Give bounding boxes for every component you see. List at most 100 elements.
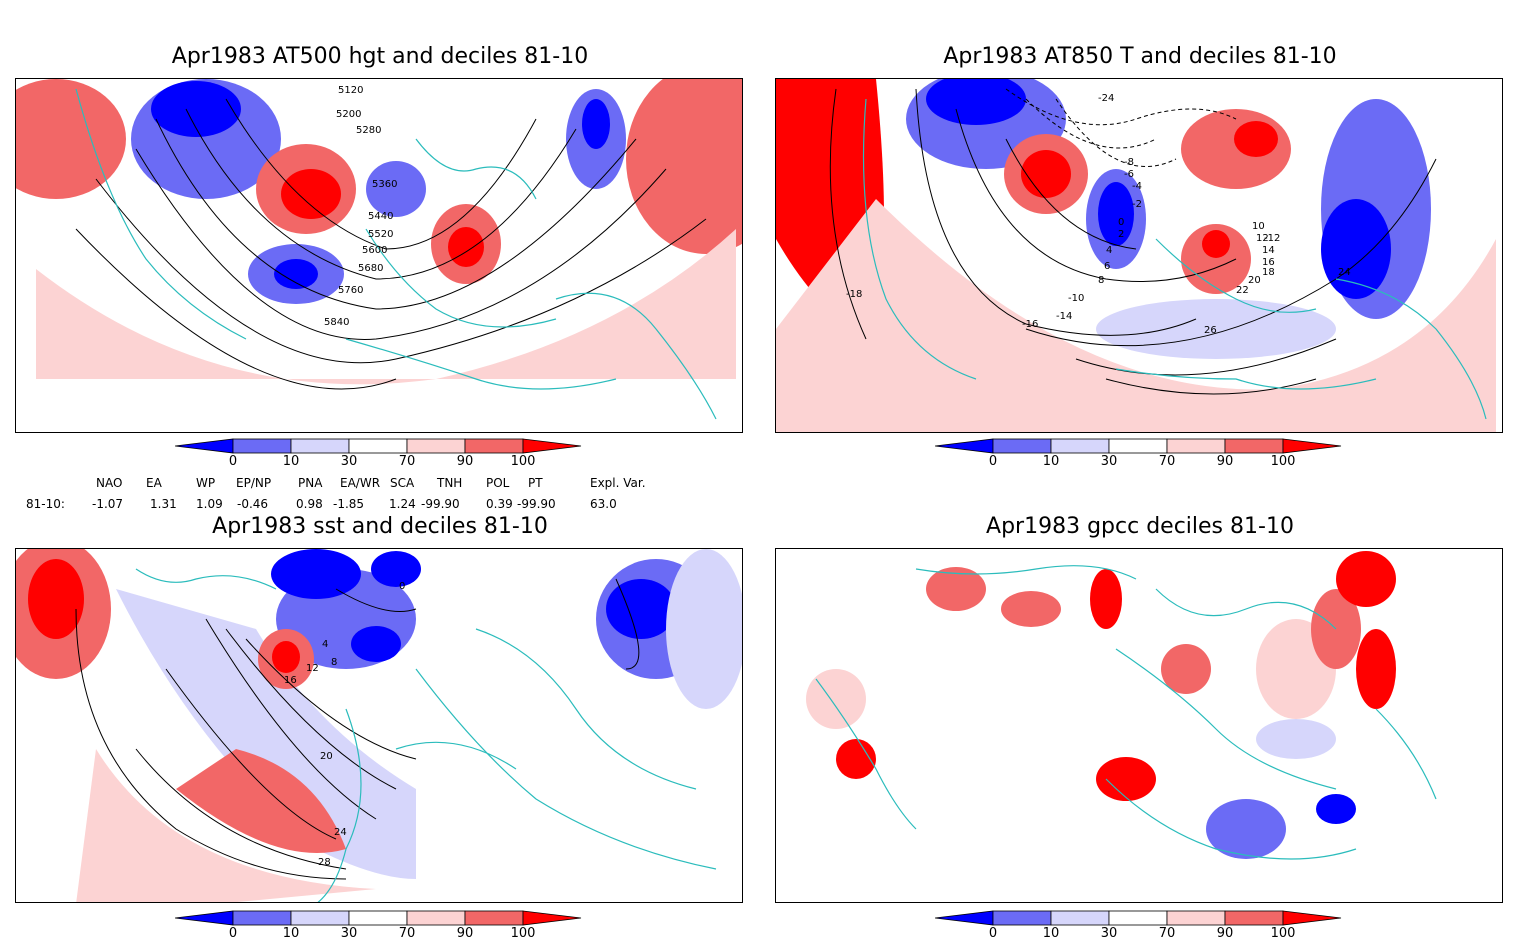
colorbar-segment [348,438,408,454]
contour-label: -16 [1022,319,1038,330]
colorbar-segment [992,438,1052,454]
teleconnection-value-ea: 1.31 [150,497,177,511]
colorbar-segment [1224,438,1284,454]
teleconnection-value-wp: 1.09 [196,497,223,511]
colorbar-segment [1166,910,1226,926]
contour-label: 8 [331,657,337,668]
colorbar-tick-label: 90 [456,926,474,941]
contour-label: 0 [1118,217,1124,228]
map-svg-sst: 0 4 8 12 16 20 24 28 [16,549,742,902]
colorbar-tick-label: 10 [282,454,300,469]
panel-title-hgt: Apr1983 AT500 hgt and deciles 81-10 [171,44,589,69]
colorbar-tick-label: 90 [1216,926,1234,941]
contour-label: 5120 [338,85,363,96]
colorbar-segment [464,910,524,926]
colorbar-sst: 0 10 30 70 90 100 [175,910,595,944]
contour-label: -24 [1098,93,1114,104]
contour-label: -12 [1264,233,1280,244]
colorbar-segment [522,910,582,926]
contour-label: 16 [284,675,297,686]
colorbar-svg [935,438,1342,454]
colorbar-segment [935,910,994,926]
colorbar-segment [232,910,292,926]
contour-label: -10 [1068,293,1084,304]
contour-label: 4 [322,639,328,650]
colorbar-segment [1108,910,1168,926]
teleconnection-header-pna: PNA [298,476,323,490]
teleconnection-header-nao: NAO [96,476,123,490]
teleconnection-value-pt: -99.90 [517,497,556,511]
contour-label: 24 [334,827,347,838]
contour-label: 16 [1262,257,1275,268]
contour-label: 24 [1338,267,1351,278]
colorbar-svg [175,910,582,926]
colorbar-svg [935,910,1342,926]
contour-label: -14 [1056,311,1072,322]
contour-label: -2 [1132,199,1142,210]
teleconnection-header-epnp: EP/NP [236,476,272,490]
colorbar-tick-label: 100 [510,454,536,469]
colorbar-segment [1282,910,1342,926]
contour-label: 22 [1236,285,1249,296]
colorbar-segment [522,438,582,454]
contour-label: 12 [1256,233,1269,244]
colorbar-segment [464,438,524,454]
contour-label: -18 [846,289,862,300]
map-panel-sst: 0 4 8 12 16 20 24 28 [15,548,743,903]
colorbar-tick-label: 30 [340,454,358,469]
contour-label: 26 [1204,325,1217,336]
contour-label: 5360 [372,179,397,190]
contour-label: 20 [320,751,333,762]
teleconnection-value-nao: -1.07 [92,497,124,511]
contour-label: 5440 [368,211,393,222]
contour-label: 0 [399,581,405,592]
teleconnection-value-epnp: -0.46 [237,497,269,511]
teleconnection-value-tnh: -99.90 [421,497,460,511]
colorbar-tick-label: 0 [988,454,998,469]
colorbar-segment [992,910,1052,926]
teleconnection-value-pna: 0.98 [296,497,323,511]
colorbar-tick-label: 30 [1100,926,1118,941]
colorbar-segment [290,438,350,454]
colorbar-gpcc: 0 10 30 70 90 100 [935,910,1355,944]
contour-label: 5600 [362,245,387,256]
colorbar-segment [1282,438,1342,454]
teleconnection-row-label: 81-10: [26,497,65,511]
contour-label: 8 [1098,275,1104,286]
teleconnection-value-eawr: -1.85 [333,497,365,511]
map-panel-hgt: 5120 5200 5280 5360 5440 5520 5600 5680 … [15,78,743,433]
colorbar-segment [232,438,292,454]
panel-title-t850: Apr1983 AT850 T and deciles 81-10 [943,44,1337,69]
map-svg-gpcc [776,549,1502,860]
colorbar-hgt: 0 10 30 70 90 100 [175,438,595,472]
colorbar-tick-label: 10 [1042,926,1060,941]
colorbar-tick-label: 30 [340,926,358,941]
colorbar-segment [1050,910,1110,926]
colorbar-tick-label: 0 [988,926,998,941]
colorbar-tick-label: 70 [398,454,416,469]
colorbar-segment [1224,910,1284,926]
teleconnection-value-explvar: 63.0 [590,497,617,511]
colorbar-tick-label: 90 [456,454,474,469]
contour-label: 28 [318,857,331,868]
contour-label: -8 [1124,157,1134,168]
contour-label: 18 [1262,267,1275,278]
colorbar-segment [406,438,466,454]
colorbar-tick-label: 70 [1158,926,1176,941]
contour-label: -4 [1132,181,1142,192]
teleconnection-header-tnh: TNH [437,476,463,490]
colorbar-tick-label: 70 [1158,454,1176,469]
colorbar-segment [935,438,994,454]
colorbar-tick-label: 100 [1270,454,1296,469]
colorbar-svg [175,438,582,454]
colorbar-tick-label: 0 [228,926,238,941]
colorbar-tick-label: 90 [1216,454,1234,469]
colorbar-segment [290,910,350,926]
contour-label: 5760 [338,285,363,296]
colorbar-segment [175,438,234,454]
contour-label: 5280 [356,125,381,136]
contour-label: 6 [1104,261,1110,272]
colorbar-tick-label: 10 [282,926,300,941]
contour-label: 10 [1252,221,1265,232]
colorbar-tick-label: 100 [1270,926,1296,941]
